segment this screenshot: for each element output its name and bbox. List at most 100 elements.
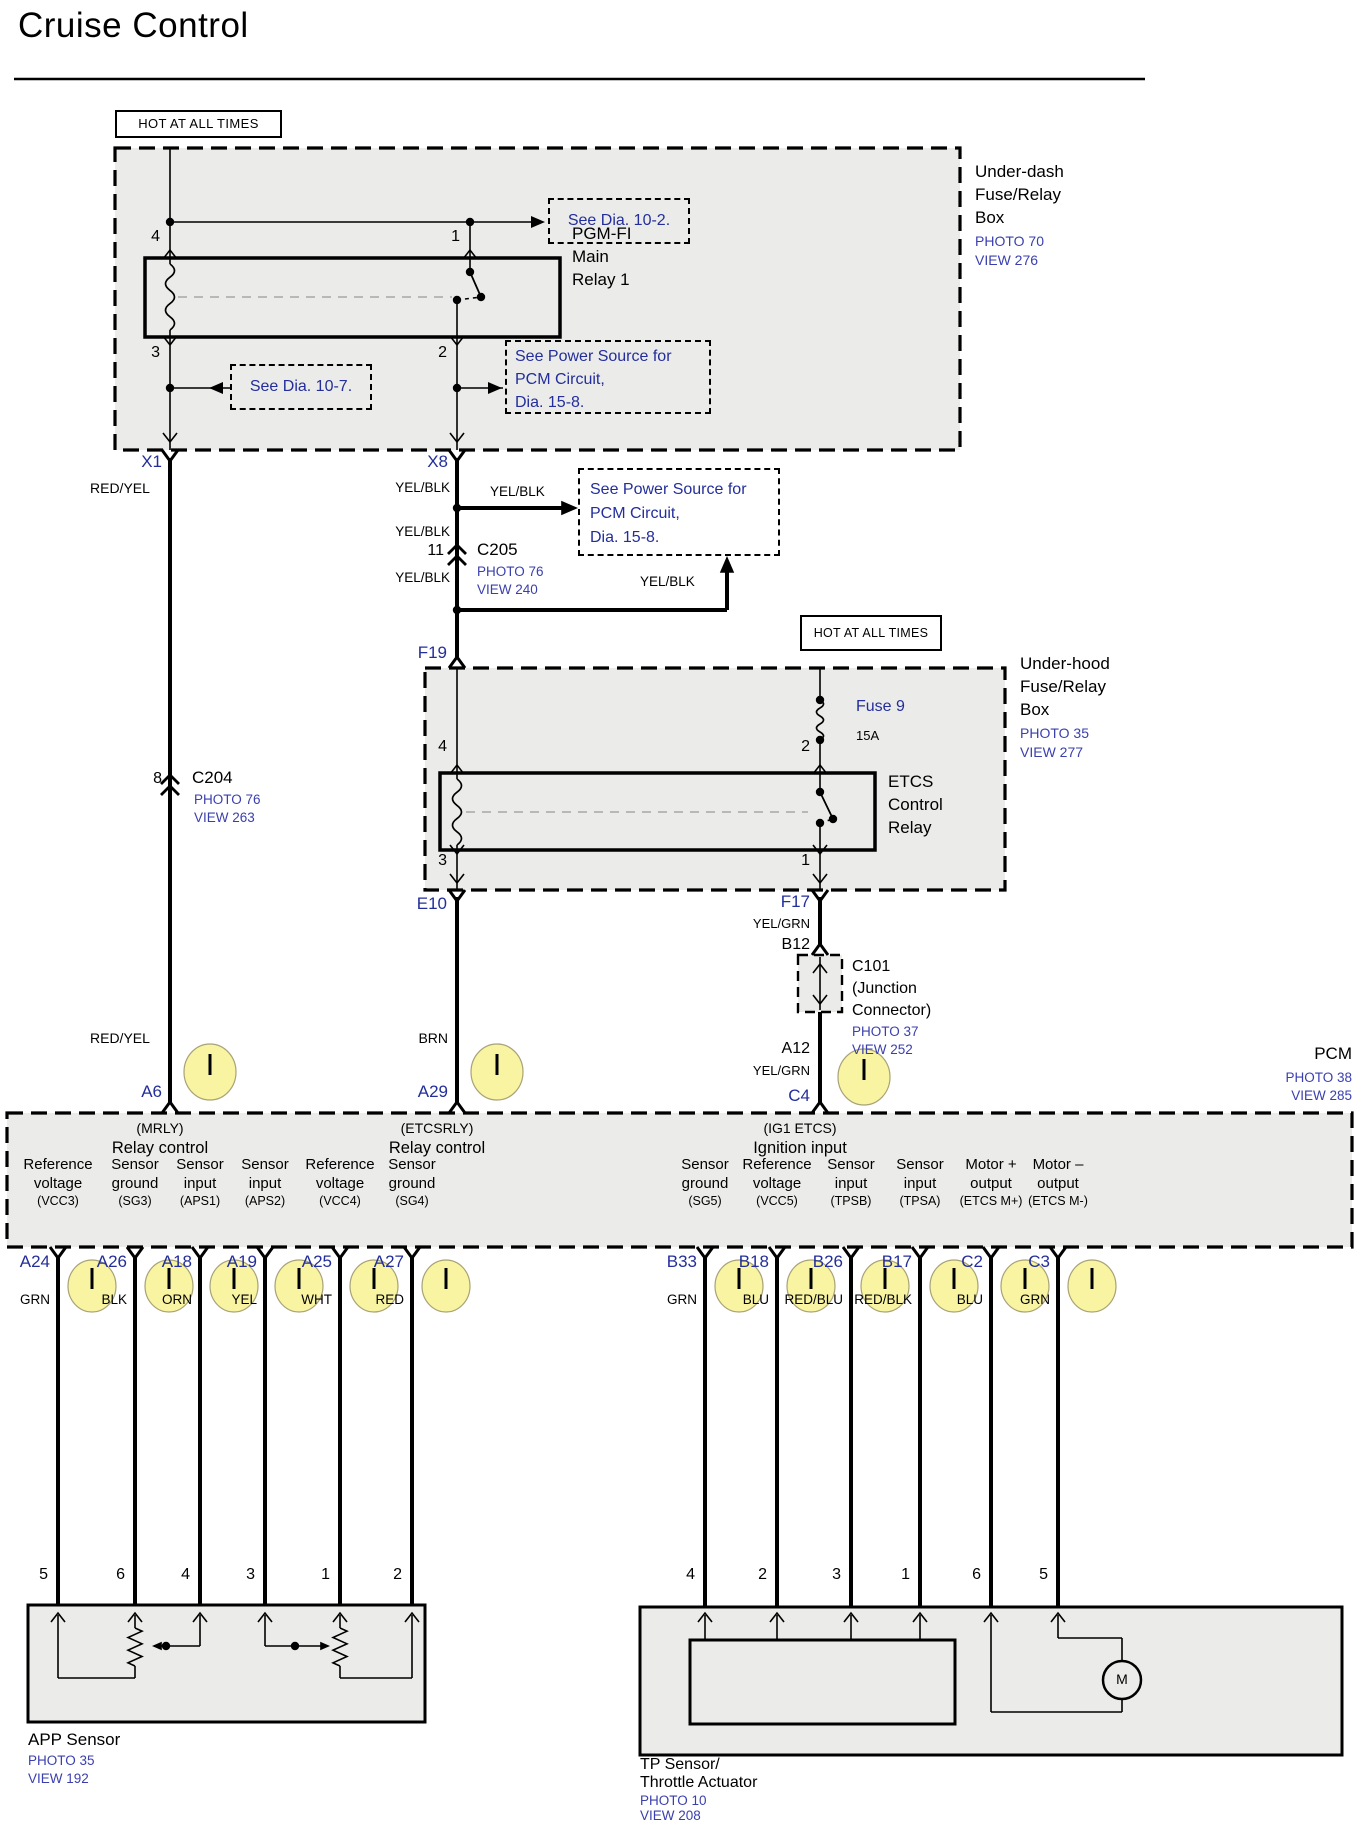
inline-connector-chevron	[447, 543, 467, 555]
pcm-pin-tag: (VCC4)	[319, 1194, 361, 1208]
wire-color-yel-grn-2: YEL/GRN	[752, 1063, 810, 1078]
c204-pin-label: 8	[153, 770, 162, 787]
connector-fork	[447, 449, 467, 462]
pgmfi-relay-coil	[164, 263, 176, 331]
pin-arrow	[162, 432, 178, 444]
connector-x8-label: X8	[427, 452, 448, 471]
c205-view-link[interactable]: VIEW 240	[477, 582, 538, 597]
pgmfi-switch-contact	[469, 271, 482, 298]
pin-arrow	[812, 763, 828, 775]
connector-a29-label: A29	[417, 1082, 448, 1101]
pin-arrow	[843, 1611, 859, 1623]
connector-fork	[695, 1246, 715, 1259]
connector-f19-label: F19	[417, 643, 447, 662]
pcm-pin-id: A25	[301, 1252, 332, 1271]
pcm-pin-id: A18	[161, 1252, 192, 1271]
pcm-pin-id: B26	[812, 1252, 843, 1271]
pcm-pin-function: Motor – output	[1032, 1156, 1084, 1192]
fuse9-rating-label: 15A	[856, 728, 880, 743]
underdash-photo-link[interactable]: PHOTO 70	[975, 233, 1044, 249]
see-dia-10-7-ref[interactable]: See Dia. 10-7.	[230, 364, 372, 410]
pcm-pin-id: A24	[19, 1252, 50, 1271]
app-sensor-photo-link[interactable]: PHOTO 35	[28, 1753, 95, 1768]
connector-c205-label: C205	[477, 540, 518, 559]
connector-c4-label: C4	[788, 1086, 810, 1105]
underhood-fuse-relay-box	[423, 666, 1007, 892]
connector-fork	[48, 1246, 68, 1259]
connector-fork	[447, 1101, 467, 1114]
inline-connector-chevron	[160, 773, 180, 785]
underdash-box-label: Under-dash Fuse/Relay Box	[975, 162, 1064, 227]
pcm-pin-wire-color: BLU	[956, 1292, 983, 1307]
junction-dot	[161, 1641, 171, 1651]
app-sensor-view-link[interactable]: VIEW 192	[28, 1771, 89, 1786]
pcm-photo-link[interactable]: PHOTO 38	[1285, 1070, 1352, 1085]
c101-photo-link[interactable]: PHOTO 37	[852, 1024, 919, 1039]
c204-photo-link[interactable]: PHOTO 76	[194, 792, 261, 807]
arrowhead	[561, 500, 578, 516]
pcm-pin-id: B18	[738, 1252, 769, 1271]
connector-fork	[1048, 1246, 1068, 1259]
etcs-pin1-label: 1	[801, 852, 810, 869]
pcm-pin-tag: (TPSB)	[830, 1194, 872, 1208]
junction-dot	[165, 383, 175, 393]
pcm-pin-id: B17	[881, 1252, 912, 1271]
pcm-pin-id: A26	[96, 1252, 127, 1271]
ref-text[interactable]: See Dia. 10-2.	[567, 212, 671, 229]
see-dia-10-2-ref[interactable]: See Dia. 10-2.	[548, 198, 690, 244]
wire-color-yel-grn-1: YEL/GRN	[752, 916, 810, 931]
pcm-group-ig1etcs-func: Ignition input	[753, 1139, 847, 1157]
pin-arrow	[404, 1611, 420, 1623]
pcm-power-source-ref-2[interactable]: See Power Source for PCM Circuit, Dia. 1…	[578, 468, 780, 556]
pin-arrow	[162, 248, 178, 260]
underdash-view-link[interactable]: VIEW 276	[975, 252, 1039, 268]
junction-dot	[465, 217, 475, 227]
ref-text[interactable]: See Dia. 10-7.	[249, 378, 353, 395]
junction-dot	[452, 605, 462, 615]
pcm-box	[5, 1111, 1354, 1249]
pgmfi-pin2-label: 2	[438, 344, 447, 361]
tp-sensor-view-link[interactable]: VIEW 208	[640, 1808, 701, 1823]
banner-text: HOT AT ALL TIMES	[138, 116, 259, 131]
pin-arrow	[697, 1611, 713, 1623]
junction-dot	[828, 814, 838, 824]
pcm-pin-wire-color: GRN	[20, 1292, 50, 1307]
junction-dot	[476, 292, 486, 302]
pcm-pin-wire-color: YEL	[231, 1292, 257, 1307]
underhood-view-link[interactable]: VIEW 277	[1020, 744, 1084, 760]
underhood-photo-link[interactable]: PHOTO 35	[1020, 725, 1089, 741]
etcs-pin2-label: 2	[801, 738, 810, 755]
pgmfi-main-relay-outline	[143, 256, 562, 339]
c101-view-link[interactable]: VIEW 252	[852, 1042, 913, 1057]
pcm-power-source-ref-1[interactable]: See Power Source for PCM Circuit, Dia. 1…	[505, 340, 711, 414]
junction-dot	[290, 1641, 300, 1651]
pin-arrow	[50, 1611, 66, 1623]
sensor-pin-number: 1	[321, 1566, 330, 1583]
pcm-pin-tag: (APS1)	[179, 1194, 221, 1208]
tp-sensor-photo-link[interactable]: PHOTO 10	[640, 1793, 707, 1808]
pcm-pin-id: A19	[226, 1252, 257, 1271]
ref-text[interactable]: See Power Source for PCM Circuit, Dia. 1…	[590, 481, 747, 546]
c204-view-link[interactable]: VIEW 263	[194, 810, 255, 825]
pcm-pin-tag: (APS2)	[244, 1194, 286, 1208]
sensor-pin-number: 5	[39, 1566, 48, 1583]
c205-photo-link[interactable]: PHOTO 76	[477, 564, 544, 579]
connector-f17-label: F17	[780, 892, 810, 911]
connector-x1-label: X1	[141, 452, 162, 471]
pgmfi-pin3-label: 3	[151, 344, 160, 361]
connector-fork	[767, 1246, 787, 1259]
pcm-view-link[interactable]: VIEW 285	[1291, 1088, 1352, 1103]
pcm-pin-wire-color: BLK	[101, 1292, 127, 1307]
pcm-group-ig1etcs-tag: (IG1 ETCS)	[763, 1120, 837, 1136]
pcm-pin-wire-color: WHT	[301, 1292, 332, 1307]
tp-sensor-element-box	[688, 1638, 957, 1726]
wire-color-brn: BRN	[418, 1030, 448, 1046]
app-sensor-pot-1	[126, 1627, 144, 1667]
pin-arrow	[449, 844, 465, 856]
pcm-pin-id: A27	[373, 1252, 404, 1271]
pgmfi-pin4-label: 4	[151, 228, 160, 245]
app-sensor-pot-2	[331, 1627, 349, 1667]
pcm-pin-function: Sensor input	[896, 1156, 944, 1192]
ref-text[interactable]: See Power Source for PCM Circuit, Dia. 1…	[515, 348, 672, 411]
